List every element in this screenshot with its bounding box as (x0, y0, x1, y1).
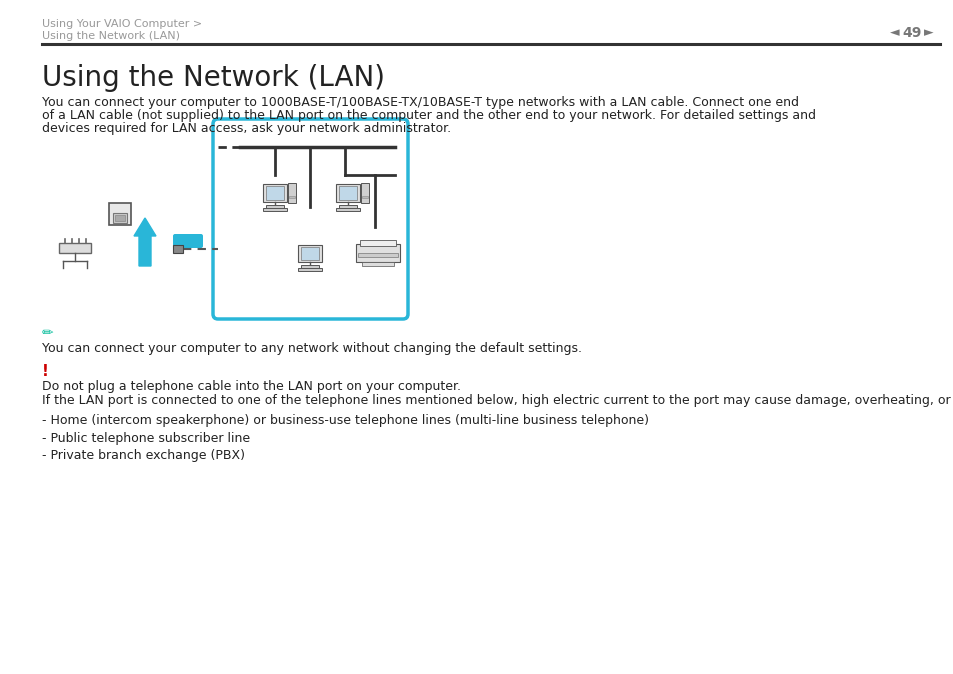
Text: You can connect your computer to any network without changing the default settin: You can connect your computer to any net… (42, 342, 581, 355)
Text: devices required for LAN access, ask your network administrator.: devices required for LAN access, ask you… (42, 122, 451, 135)
Bar (361, 195, 368, 197)
Bar (263, 184, 286, 202)
FancyBboxPatch shape (213, 119, 408, 319)
Bar (357, 253, 397, 257)
Bar (338, 186, 357, 200)
Text: You can connect your computer to 1000BASE-T/100BASE-TX/10BASE-T type networks wi: You can connect your computer to 1000BAS… (42, 96, 799, 109)
FancyBboxPatch shape (172, 234, 203, 248)
Bar (59, 243, 91, 253)
Text: - Private branch exchange (PBX): - Private branch exchange (PBX) (42, 449, 245, 462)
Bar (289, 195, 294, 197)
Bar (300, 265, 319, 268)
Text: ✏: ✏ (42, 326, 53, 340)
Bar (265, 205, 284, 208)
Bar (338, 205, 357, 208)
Bar (265, 186, 284, 200)
Text: ◄: ◄ (889, 26, 899, 39)
Text: If the LAN port is connected to one of the telephone lines mentioned below, high: If the LAN port is connected to one of t… (42, 394, 953, 407)
Bar (361, 262, 394, 266)
Text: - Public telephone subscriber line: - Public telephone subscriber line (42, 432, 250, 445)
Bar (109, 203, 131, 225)
Bar (298, 245, 321, 262)
Text: Using the Network (LAN): Using the Network (LAN) (42, 31, 180, 41)
Bar (298, 268, 321, 272)
Text: 49: 49 (902, 26, 921, 40)
Text: !: ! (42, 364, 49, 379)
FancyArrow shape (133, 218, 156, 266)
Text: of a LAN cable (not supplied) to the LAN port on the computer and the other end : of a LAN cable (not supplied) to the LAN… (42, 109, 815, 122)
Bar (360, 183, 369, 203)
Bar (359, 240, 395, 246)
Bar (300, 247, 319, 260)
Bar (336, 184, 359, 202)
Bar (112, 213, 127, 223)
Text: Using the Network (LAN): Using the Network (LAN) (42, 64, 385, 92)
Bar (336, 208, 359, 212)
Bar (263, 208, 286, 212)
Bar (115, 215, 125, 221)
Text: - Home (intercom speakerphone) or business-use telephone lines (multi-line busin: - Home (intercom speakerphone) or busine… (42, 414, 648, 427)
Text: Do not plug a telephone cable into the LAN port on your computer.: Do not plug a telephone cable into the L… (42, 380, 460, 393)
Text: ►: ► (923, 26, 933, 39)
Text: Using Your VAIO Computer >: Using Your VAIO Computer > (42, 19, 202, 29)
Bar (172, 245, 183, 253)
Bar (287, 183, 295, 203)
Bar (355, 244, 399, 262)
